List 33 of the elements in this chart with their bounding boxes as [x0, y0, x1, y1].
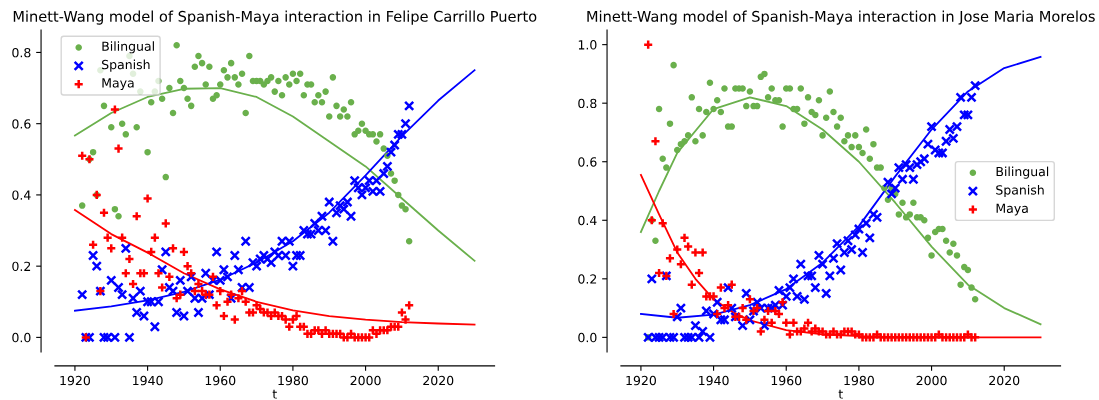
x-tick-label: 1920: [60, 375, 91, 386]
x-tick-label: 2000: [916, 375, 947, 386]
y-tick-label: 0.0: [578, 332, 597, 343]
y-tick-label: 0.4: [578, 215, 597, 226]
legend-label: Spanish: [102, 59, 150, 72]
legend-label: Maya: [996, 203, 1028, 216]
y-tick-label: 0.4: [12, 190, 31, 200]
x-axis-title: t: [838, 389, 843, 399]
y-tick-label: 0.8: [12, 47, 31, 58]
x-tick-label: 1940: [699, 375, 729, 386]
x-tick-label: 2000: [350, 375, 381, 386]
y-tick-label: 0.0: [12, 332, 31, 343]
x-tick-label: 1980: [844, 375, 874, 386]
legend-label: Maya: [102, 78, 134, 91]
x-axis-title: t: [272, 389, 277, 399]
x-tick-label: 2020: [989, 375, 1020, 386]
legend-label: Bilingual: [102, 41, 154, 54]
y-tick-label: 0.8: [578, 98, 597, 109]
x-tick-label: 1960: [205, 375, 236, 386]
x-tick-label: 1980: [278, 375, 308, 386]
y-tick-label: 0.2: [12, 261, 31, 272]
x-tick-label: 1960: [771, 375, 802, 386]
legend-label: Bilingual: [996, 166, 1049, 179]
chart-title: Minett-Wang model of Spanish-Maya interaction in Felipe Carrillo Puerto: [13, 10, 537, 25]
y-tick-label: 0.6: [578, 157, 597, 167]
y-tick-label: 0.6: [12, 119, 31, 129]
y-tick-label: 1.0: [578, 40, 597, 50]
legend-label: Spanish: [996, 184, 1044, 198]
y-tick-label: 0.2: [578, 274, 597, 284]
x-tick-label: 1940: [133, 375, 163, 386]
x-tick-label: 2020: [423, 375, 454, 386]
x-tick-label: 1920: [626, 375, 656, 386]
chart-title: Minett-Wang model of Spanish-Maya interaction in Jose Maria Morelos: [587, 10, 1095, 25]
